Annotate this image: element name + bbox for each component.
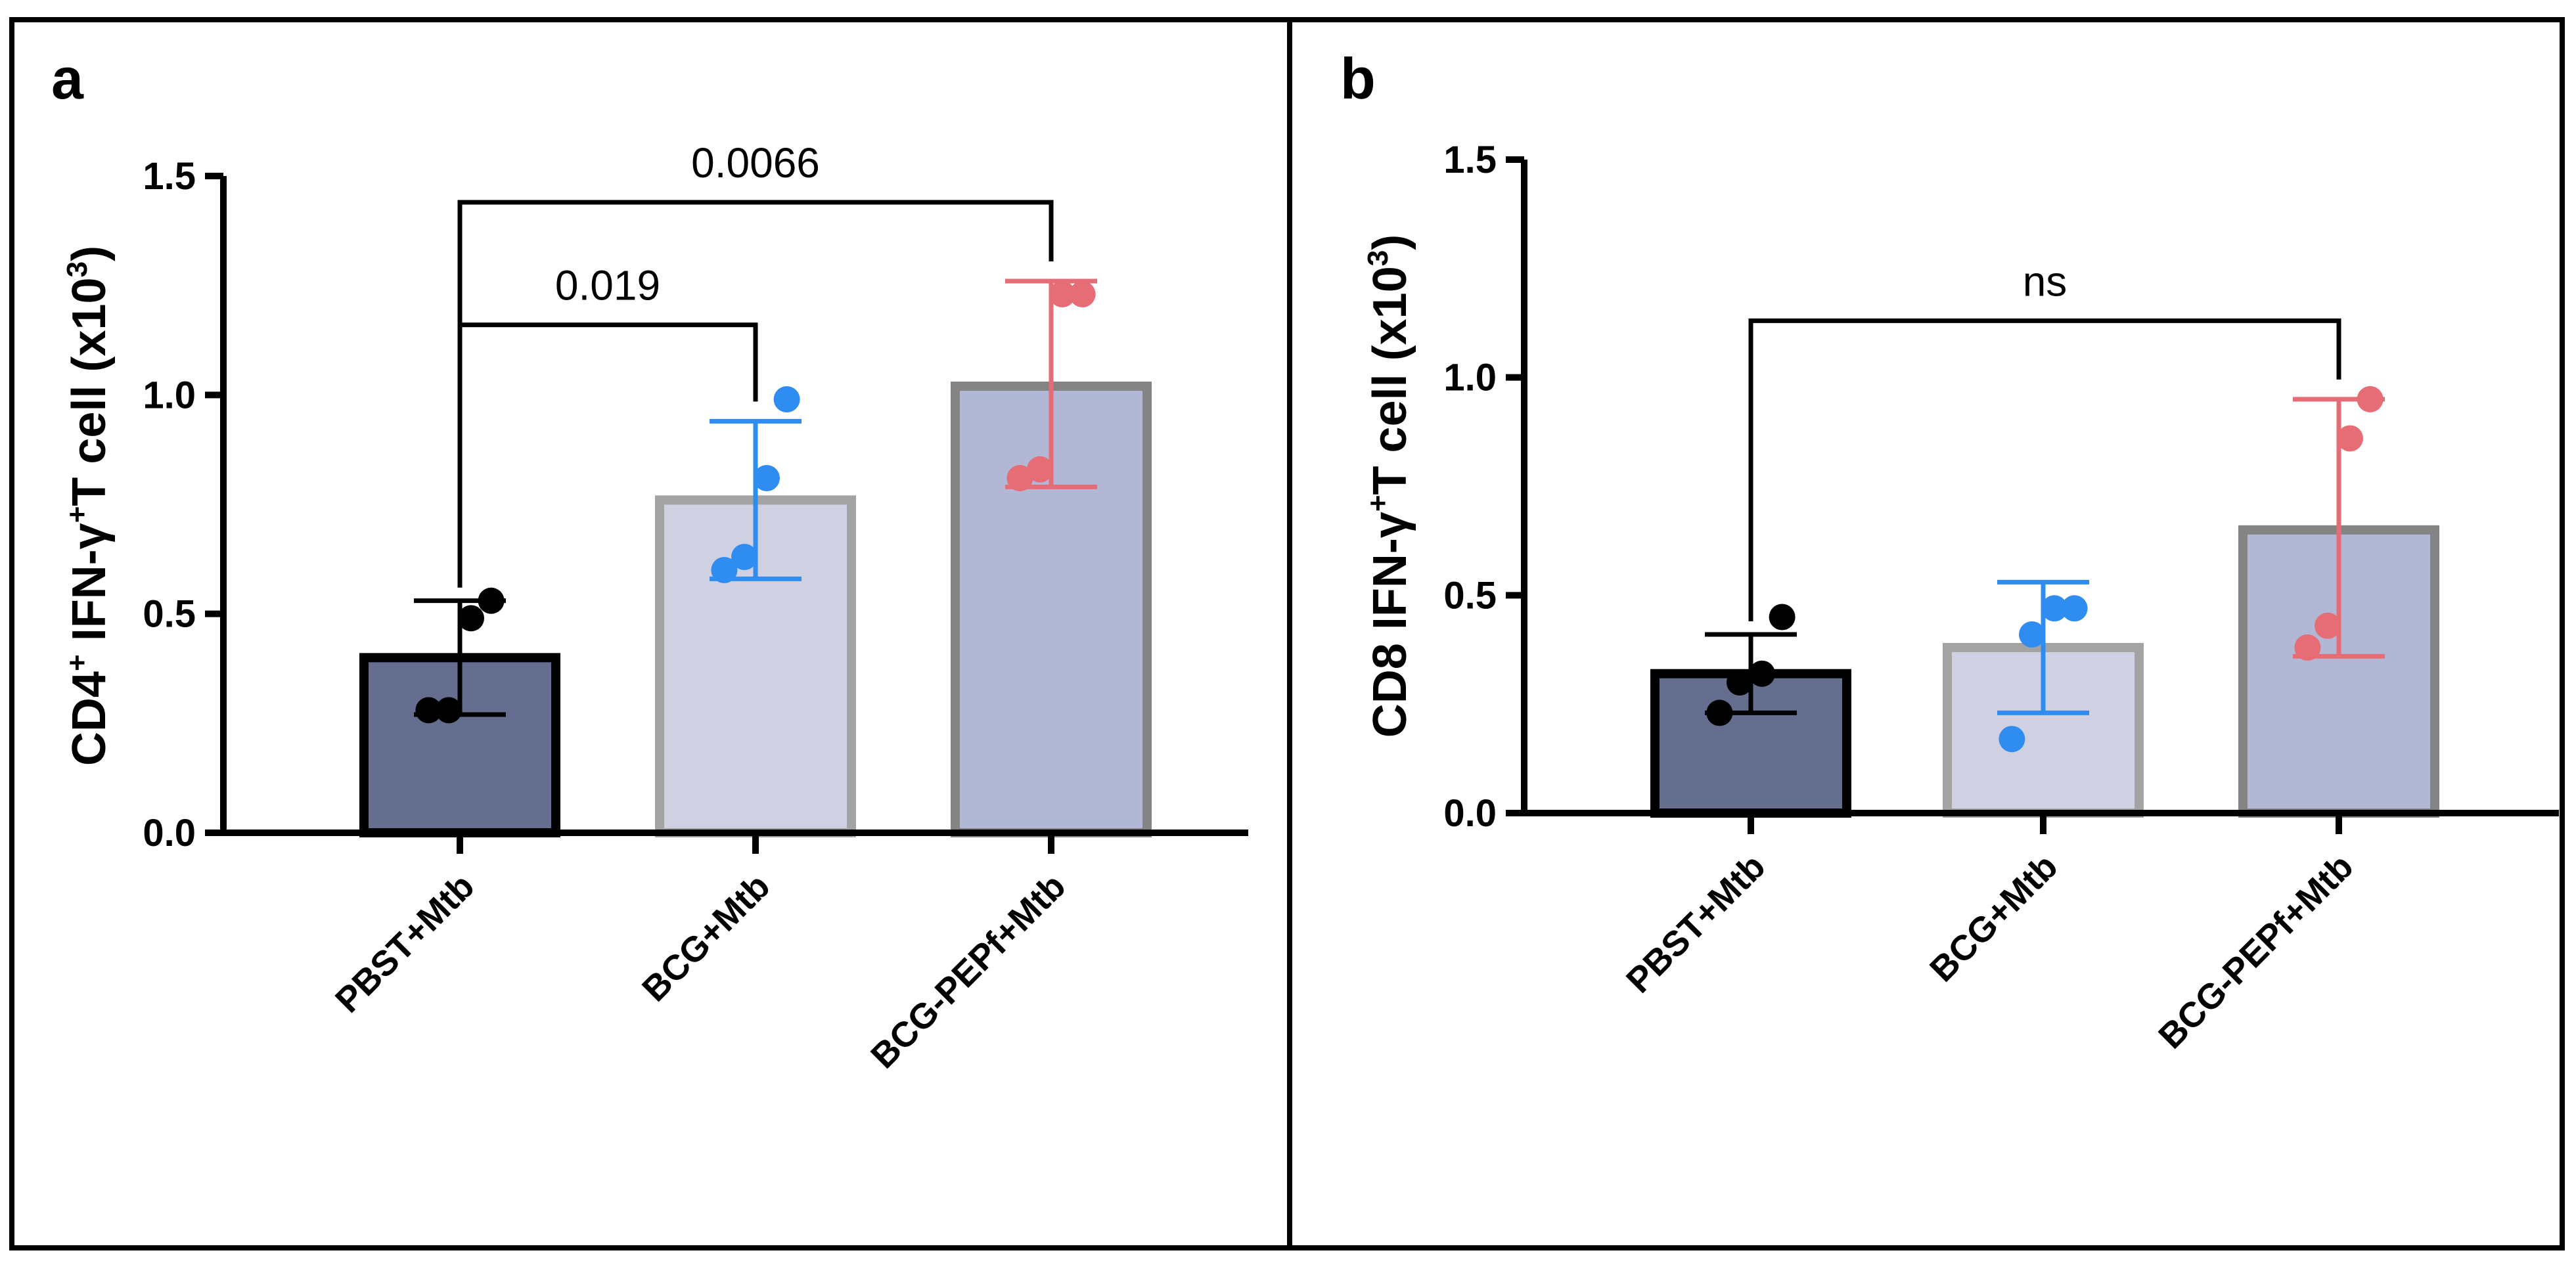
panel-a-y-axis-label-part: + bbox=[61, 506, 93, 523]
panel-a-x-tick-label: PBST+Mtb bbox=[328, 866, 482, 1020]
panel-b-significance-bracket bbox=[1748, 318, 2341, 622]
panel-a-y-tick-label: 0.0 bbox=[143, 812, 196, 854]
panel-b-data-point bbox=[1727, 669, 1753, 696]
panel-b-y-tick-label: 1.5 bbox=[1443, 139, 1497, 181]
panel-a-y-axis-label-part: + bbox=[61, 654, 93, 671]
panel-a-data-point bbox=[754, 465, 780, 491]
panel-a-significance-bracket bbox=[457, 200, 1054, 588]
panel-b-x-tick-label: BCG-PEPf+Mtb bbox=[2151, 847, 2361, 1056]
panel-b-y-axis-label: CD8 IFN-γ+T cell (x103) bbox=[1362, 234, 1416, 738]
panel-a-data-point bbox=[773, 386, 800, 412]
panel-b-x-tick-label: PBST+Mtb bbox=[1619, 847, 1773, 1000]
panel-b-letter: b bbox=[1340, 46, 1376, 111]
panel-b-data-point bbox=[2019, 621, 2045, 648]
panel-a-letter: a bbox=[51, 46, 84, 111]
panel-b-data-point bbox=[1769, 604, 1796, 630]
panel-a-y-axis-label-part: T cell (x10 bbox=[63, 277, 116, 506]
panel-a-data-point bbox=[1049, 281, 1075, 307]
panel-a-y-axis-label-part: CD4 bbox=[63, 671, 116, 766]
panel-b-x-tick-label: BCG+Mtb bbox=[1922, 847, 2065, 989]
panel-a-significance-label: 0.0066 bbox=[691, 139, 820, 187]
panel-a-data-point bbox=[478, 587, 505, 614]
panel-b-border bbox=[1287, 17, 2565, 1250]
panel-a-data-point bbox=[436, 697, 462, 724]
panel-b: b CD8 IFN-γ+T cell (x103) 0.0 0.5 1.0 1.5 PBST… bbox=[1340, 46, 2559, 1056]
panel-b-data-point bbox=[1999, 726, 2025, 753]
panel-b-y-tick-label: 1.0 bbox=[1443, 357, 1497, 399]
panel-b-data-point bbox=[2061, 595, 2088, 622]
panel-b-y-axis-label-part: CD8 IFN-γ bbox=[1364, 512, 1416, 738]
panel-b-data-point bbox=[2041, 595, 2068, 622]
panel-b-y-tick-label: 0.0 bbox=[1443, 792, 1497, 835]
panel-b-y-axis-label-part: T cell (x10 bbox=[1364, 266, 1416, 495]
panel-b-data-point bbox=[2315, 612, 2341, 639]
panel-b-data-point bbox=[2337, 425, 2363, 452]
panel-a-y-axis-label: CD4+ IFN-γ+T cell (x103) bbox=[61, 246, 116, 766]
panel-a-data-point bbox=[415, 697, 442, 724]
panel-a-significance-label: 0.019 bbox=[555, 262, 660, 309]
panel-a-data-point bbox=[458, 605, 484, 632]
panel-a-y-axis-label-part: 3 bbox=[61, 261, 93, 277]
panel-a-data-point bbox=[731, 544, 757, 570]
panel-b-data-point bbox=[1706, 699, 1733, 726]
panel-a-data-point bbox=[711, 557, 738, 583]
panel-a-y-axis-label-part: IFN-γ bbox=[63, 523, 116, 654]
panel-b-data-point bbox=[2294, 634, 2321, 661]
panel-b-significance-label: ns bbox=[2023, 257, 2068, 305]
panel-a-y-tick-label: 1.5 bbox=[143, 155, 196, 198]
panel-b-data-point bbox=[2357, 386, 2384, 412]
panel-b-data-point bbox=[1749, 660, 1775, 687]
panel-b-y-axis-label-part: ) bbox=[1364, 234, 1416, 250]
panel-b-y-axis-label-part: + bbox=[1362, 495, 1394, 512]
panel-b-y-tick-label: 0.5 bbox=[1443, 574, 1497, 617]
panel-a-data-point bbox=[1069, 281, 1096, 307]
panel-a-data-point bbox=[1027, 456, 1053, 483]
panel-a-y-axis-label-part: ) bbox=[63, 246, 116, 261]
panel-a-x-tick-label: BCG+Mtb bbox=[635, 866, 777, 1009]
panel-a-data-point bbox=[1006, 465, 1033, 491]
panel-a-x-tick-label: BCG-PEPf+Mtb bbox=[863, 866, 1073, 1076]
panel-a-y-tick-label: 0.5 bbox=[143, 593, 196, 636]
panel-b-y-axis-label-part: 3 bbox=[1362, 250, 1394, 266]
panel-a-y-tick-label: 1.0 bbox=[143, 374, 196, 416]
